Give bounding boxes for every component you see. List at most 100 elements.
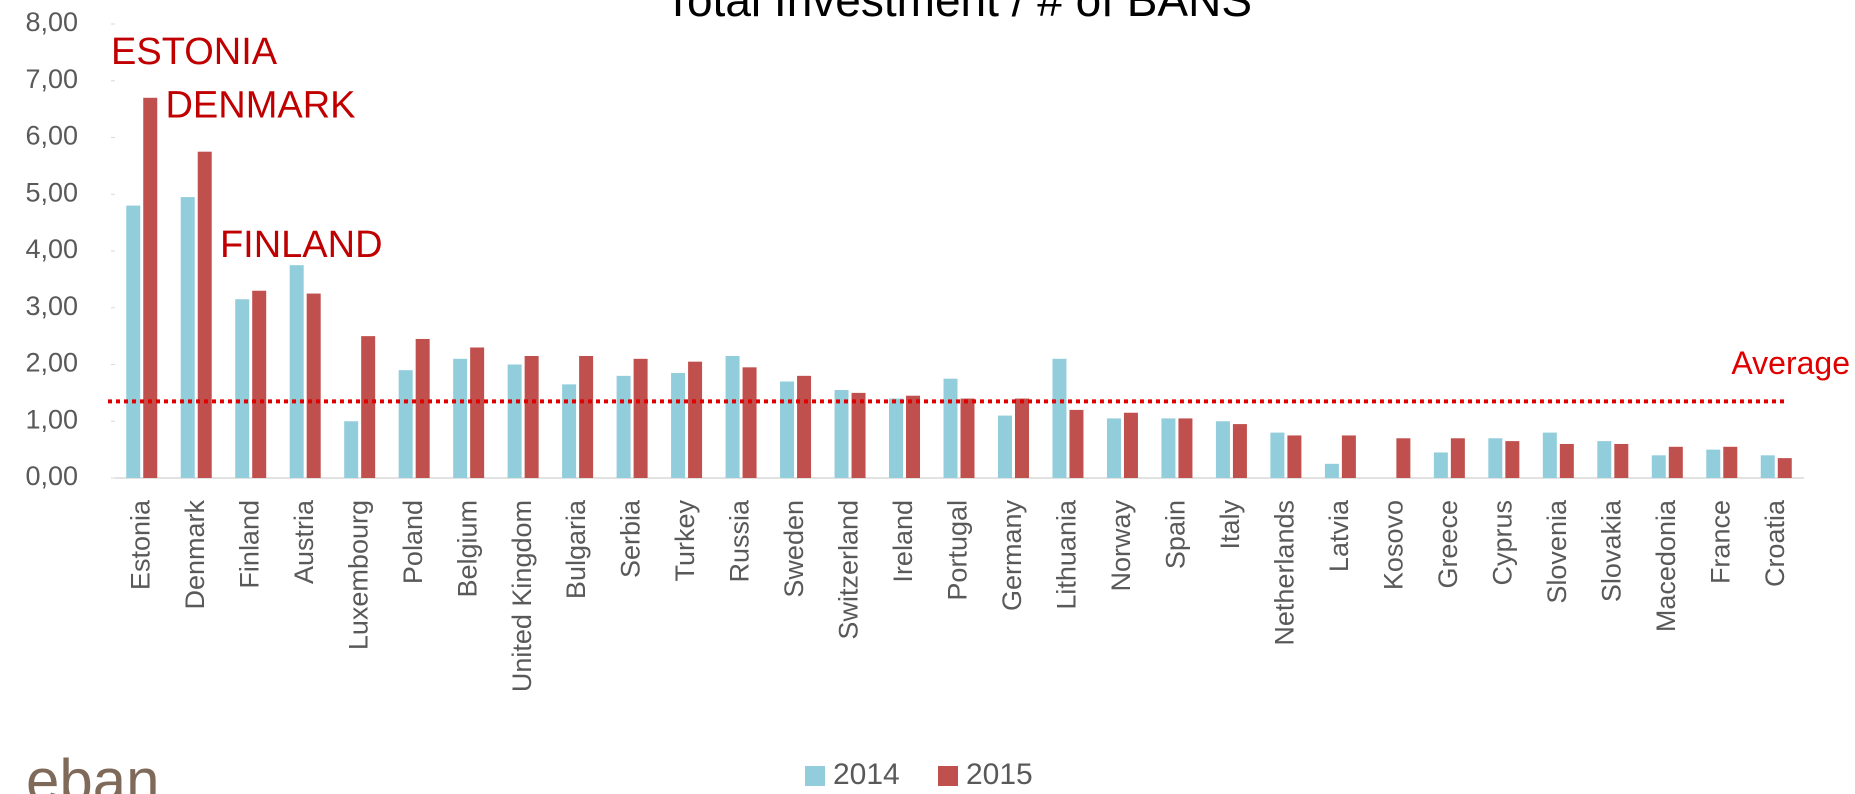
y-tick-label: 5,00 [25,177,78,207]
bar [562,384,577,478]
bar [1106,418,1121,478]
bar [889,398,904,478]
y-tick-label: 6,00 [25,121,78,151]
bar [306,293,321,478]
bar [834,390,849,478]
bar [180,197,195,478]
x-tick-label: Serbia [616,499,646,578]
x-tick-label: Spain [1161,500,1191,569]
bar [742,367,757,478]
x-tick-label: Luxembourg [343,500,373,650]
bar [1069,409,1084,478]
x-tick-label: Belgium [452,500,482,598]
x-tick-label: Latvia [1324,499,1354,572]
x-tick-label: Greece [1433,500,1463,589]
bar [524,355,539,478]
x-tick-label: Norway [1106,500,1136,592]
bar [633,358,648,478]
x-tick-label: Italy [1215,500,1245,550]
bar [1232,424,1247,478]
bar [906,395,921,478]
bar [1450,438,1465,478]
bar [398,370,413,478]
x-tick-label: Switzerland [834,500,864,640]
x-tick-label: Denmark [180,500,210,610]
legend-swatch [938,766,958,786]
legend-swatch [805,766,825,786]
y-tick-label: 1,00 [25,404,78,434]
x-tick-label: Macedonia [1651,499,1681,632]
bar [1433,452,1448,478]
average-label: Average [1731,345,1850,381]
bar [252,290,267,478]
bar [1341,435,1356,478]
bar [1668,446,1683,478]
x-tick-label: Russia [725,499,755,583]
bar [1324,463,1339,478]
chart-title: Total Investment / # of BANS [664,0,1252,26]
bar [960,398,975,478]
bar [1597,441,1612,478]
bar [1651,455,1666,478]
bar [1215,421,1230,478]
bar [797,375,812,478]
x-tick-label: Estonia [125,499,155,590]
x-tick-label: Cyprus [1487,500,1517,586]
bar [507,364,522,478]
bar [616,375,631,478]
x-tick-label: Bulgaria [561,499,591,599]
x-tick-label: Netherlands [1270,500,1300,646]
x-tick-label: France [1705,500,1735,584]
bar [1052,358,1067,478]
y-tick-label: 3,00 [25,291,78,321]
x-tick-label: Ireland [888,500,918,583]
x-tick-label: Lithuania [1052,499,1082,610]
y-tick-label: 8,00 [25,7,78,37]
x-tick-label: Austria [289,499,319,584]
x-tick-label: Kosovo [1378,500,1408,590]
bar [289,265,304,478]
bar [361,336,376,478]
bar [415,338,430,478]
bar [1123,412,1138,478]
bar [1270,432,1285,478]
x-tick-label: Finland [234,500,264,589]
annotation: FINLAND [220,224,383,266]
bar [725,355,740,478]
bar [453,358,468,478]
bar [1777,458,1792,478]
x-tick-label: Turkey [670,500,700,582]
bar [671,373,686,478]
x-tick-label: Portugal [943,500,973,601]
bar [1178,418,1193,478]
bar [1542,432,1557,478]
x-tick-label: Slovenia [1542,499,1572,604]
bar [997,415,1012,478]
y-tick-label: 7,00 [25,64,78,94]
annotation: ESTONIA [111,31,278,73]
legend-label: 2014 [833,758,900,791]
x-tick-label: Croatia [1760,499,1790,587]
bar [1488,438,1503,478]
legend-label: 2015 [966,758,1033,791]
bar [943,378,958,478]
bar [126,205,141,478]
annotation: DENMARK [165,85,355,127]
bar [1161,418,1176,478]
bar [1723,446,1738,478]
y-tick-label: 4,00 [25,234,78,264]
bar [579,355,594,478]
bar [1559,443,1574,478]
bar [1505,441,1520,478]
bar [1014,398,1029,478]
x-tick-label: Poland [398,500,428,584]
y-tick-label: 0,00 [25,461,78,491]
x-tick-label: United Kingdom [507,500,537,692]
x-tick-label: Slovakia [1596,499,1626,602]
bar [851,392,866,478]
bar [197,151,212,478]
logo: eban [26,747,159,794]
bar [470,347,485,478]
bar [1614,443,1629,478]
bar [143,97,158,479]
